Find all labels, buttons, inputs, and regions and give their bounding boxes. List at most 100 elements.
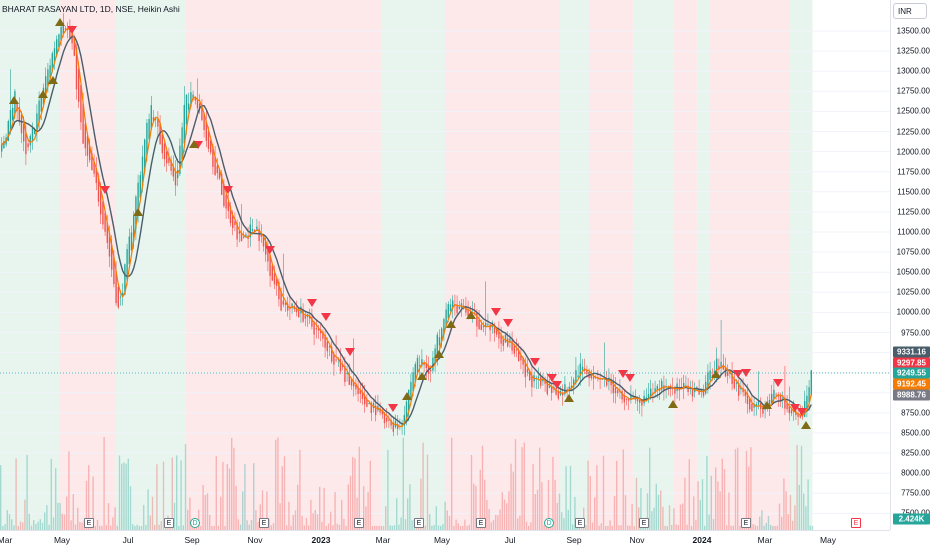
candle-body <box>170 160 172 171</box>
earnings-event-marker[interactable]: E <box>259 518 269 528</box>
candle-body <box>691 387 694 397</box>
volume-bar <box>136 524 138 530</box>
time-axis[interactable]: Mar May Jul Sep Nov 2023 Mar May Jul Sep Nov 2024 Ma… <box>0 530 890 551</box>
candle-body <box>73 38 75 56</box>
candle-body <box>742 388 744 393</box>
candle-body <box>298 309 300 318</box>
candle-body <box>353 382 355 387</box>
chart-area[interactable]: BHARAT RASAYAN LTD, 1D, NSE, Heikin Ashi <box>0 0 890 530</box>
price-tick-label: 8250.00 <box>901 448 930 458</box>
candle-body <box>317 328 320 331</box>
earnings-event-marker[interactable]: E <box>164 518 174 528</box>
currency-selector[interactable]: INR <box>893 3 927 19</box>
volume-bar <box>171 457 173 530</box>
volume-bar <box>611 525 613 530</box>
candle-body <box>113 257 115 285</box>
volume-bar <box>88 465 90 530</box>
volume-bar <box>429 514 431 530</box>
candle-body <box>273 272 276 285</box>
volume-bar <box>310 499 312 530</box>
trend-band <box>674 0 689 530</box>
volume-bar <box>717 481 719 530</box>
volume-bar <box>616 460 618 530</box>
volume-bar <box>503 499 506 530</box>
earnings-event-marker[interactable]: E <box>741 518 751 528</box>
volume-bar <box>154 524 156 530</box>
candle-body <box>808 387 810 403</box>
trend-band <box>697 0 711 530</box>
volume-bar <box>800 445 803 530</box>
candle-body <box>579 363 581 377</box>
volume-bar <box>217 525 220 530</box>
earnings-event-marker[interactable]: E <box>84 518 94 528</box>
volume-bar <box>558 493 561 530</box>
trend-band <box>410 0 437 530</box>
trend-band <box>258 0 271 530</box>
candle-body <box>56 39 58 56</box>
candle-body <box>733 378 735 389</box>
volume-bar <box>385 506 387 530</box>
volume-bar <box>569 465 572 530</box>
trend-band <box>517 0 540 530</box>
candle-body <box>405 401 408 421</box>
volume-bar <box>481 445 484 530</box>
volume-bar <box>52 517 55 530</box>
candle-body <box>115 270 117 304</box>
time-tick-label: Jul <box>504 535 516 545</box>
candle-body <box>141 156 144 187</box>
candle-body <box>403 415 405 426</box>
candle-body <box>515 349 518 351</box>
candle-body <box>724 367 727 377</box>
volume-bar <box>668 505 671 530</box>
earnings-event-marker[interactable]: E <box>639 518 649 528</box>
volume-bar <box>565 466 567 530</box>
candle-body <box>581 366 584 370</box>
earnings-event-marker[interactable]: E <box>851 518 861 528</box>
volume-bar <box>352 456 354 530</box>
candle-body <box>93 161 95 174</box>
dividend-event-marker[interactable]: D <box>544 518 554 528</box>
sell-signal-marker <box>67 26 77 34</box>
symbol-legend[interactable]: BHARAT RASAYAN LTD, 1D, NSE, Heikin Ashi <box>2 4 180 14</box>
volume-bar <box>732 525 734 530</box>
volume-bar <box>805 506 807 530</box>
candle-body <box>311 316 313 327</box>
time-tick-label: Mar <box>0 535 13 545</box>
candle-body <box>441 328 443 342</box>
candle-body <box>339 358 342 372</box>
candle-body <box>590 374 592 379</box>
volume-bar <box>101 525 103 530</box>
volume-bar <box>140 526 143 530</box>
earnings-event-marker[interactable]: E <box>476 518 486 528</box>
volume-bar <box>684 477 686 530</box>
volume-bar <box>22 522 24 530</box>
volume-bar <box>237 519 239 530</box>
volume-bar <box>380 525 382 530</box>
candle-body <box>443 319 445 335</box>
dividend-event-marker[interactable]: D <box>190 518 200 528</box>
price-axis[interactable]: 13500.00 13250.00 13000.00 12750.00 12500.00… <box>890 0 932 530</box>
earnings-event-marker[interactable]: E <box>354 518 364 528</box>
candle-body <box>1 144 3 152</box>
price-chart[interactable] <box>0 0 890 530</box>
trend-band <box>83 0 103 530</box>
candle-body <box>236 223 238 240</box>
earnings-event-marker[interactable]: E <box>414 518 424 528</box>
candle-body <box>788 406 790 414</box>
volume-bar <box>715 467 717 530</box>
time-tick-label: Nov <box>247 535 263 545</box>
candle-body <box>438 337 441 346</box>
volume-bar <box>710 475 712 530</box>
candle-body <box>801 416 804 418</box>
earnings-event-marker[interactable]: E <box>575 518 585 528</box>
volume-bar <box>444 501 446 530</box>
candle-body <box>185 94 188 125</box>
volume-bar <box>763 525 765 530</box>
volume-bar <box>737 447 739 530</box>
volume-bar <box>409 484 411 530</box>
volume-bar <box>618 525 620 530</box>
volume-bar <box>446 510 448 530</box>
volume-bar <box>719 491 721 530</box>
volume-bar <box>209 514 211 530</box>
volume-bar <box>770 524 772 530</box>
